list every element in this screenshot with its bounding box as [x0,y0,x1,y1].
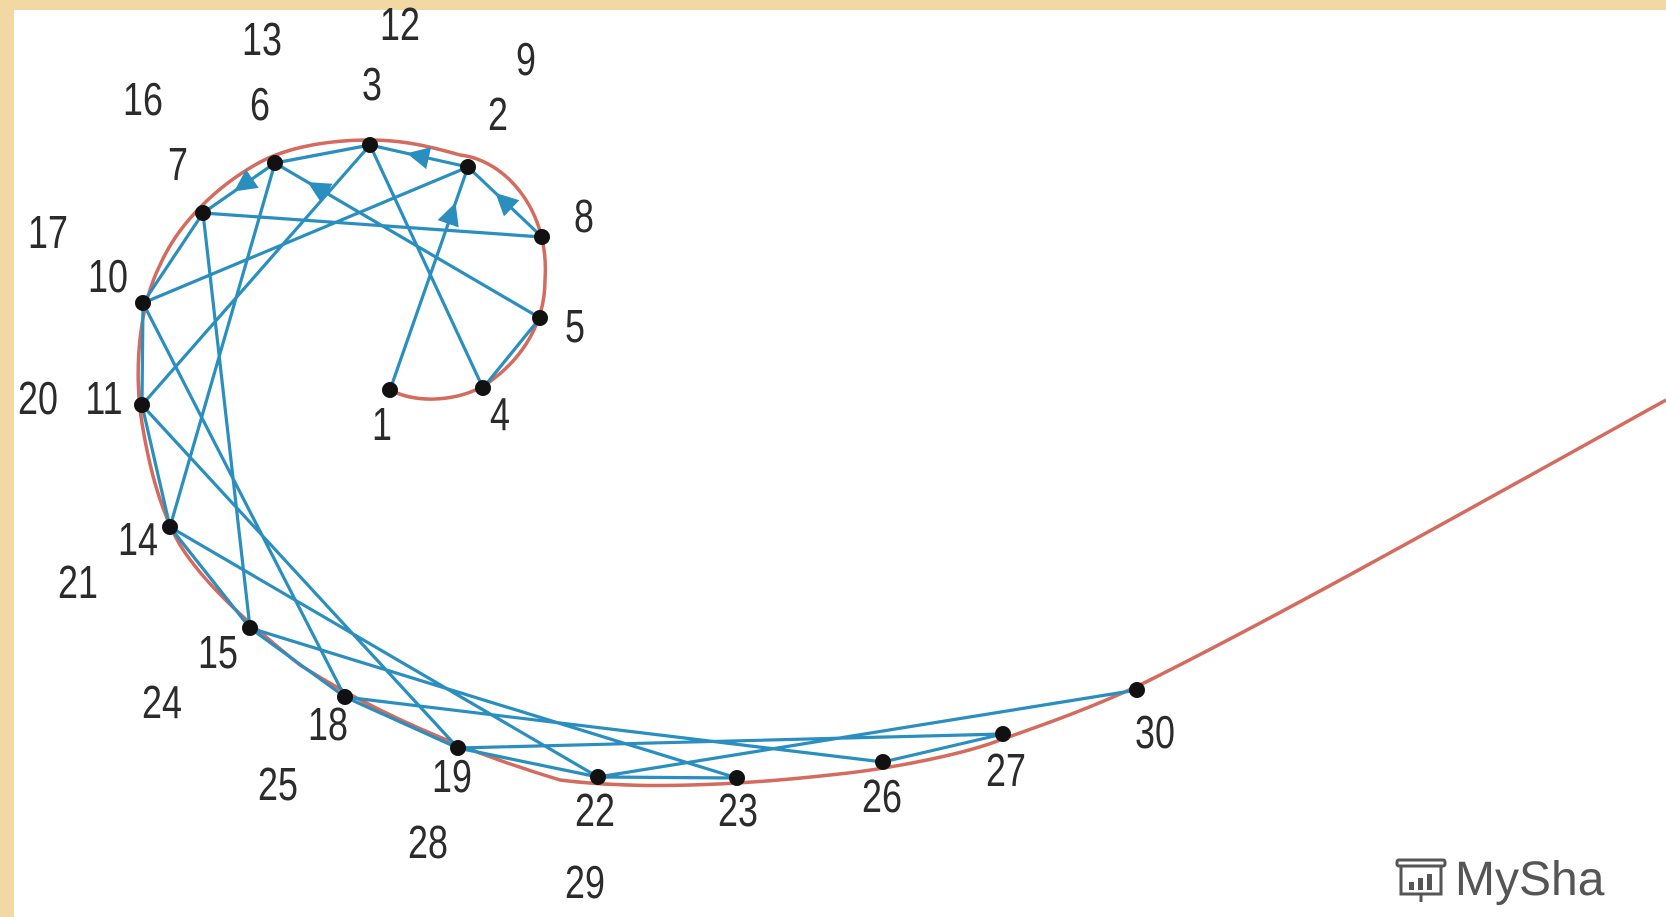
chord-15-16 [201,211,252,630]
chord-18-19 [343,695,460,750]
chord-2-3 [406,147,470,170]
label-13: 13 [242,14,282,65]
label-23: 23 [718,785,758,836]
label-4: 4 [490,389,510,440]
point-23 [729,770,745,786]
chord-24-25 [248,626,347,699]
spiral-points [134,137,1145,786]
label-20: 20 [18,373,58,424]
chord-1-2 [388,202,459,392]
chord-17-18 [141,301,347,699]
chord-lines [140,143,1139,780]
point-30 [1129,682,1145,698]
chord-22-23 [596,775,739,780]
label-22: 22 [575,785,615,836]
point-5 [532,310,548,326]
chord-29-30 [596,688,1139,779]
label-6: 6 [250,79,270,130]
label-10: 10 [88,251,128,302]
chord-19-20 [140,403,460,750]
chord-12-13 [273,143,372,165]
chord-10-11 [140,301,145,407]
point-7 [195,205,211,221]
point-26 [875,754,891,770]
label-15: 15 [198,627,238,678]
point-3 [362,137,378,153]
point-6 [267,155,283,171]
watermark-text: MySha [1455,853,1605,906]
label-2: 2 [488,89,508,140]
label-27: 27 [986,745,1026,796]
chord-25-26 [343,695,885,764]
point-18 [337,689,353,705]
label-29: 29 [565,857,605,908]
chord-8-9 [495,192,544,239]
chord-20-21 [140,403,172,529]
chord-21-22 [168,525,600,779]
point-1 [382,382,398,398]
chord-28-29 [456,746,600,779]
spiral-curve [136,138,1666,788]
label-1: 1 [372,399,392,450]
label-24: 24 [142,677,182,728]
label-30: 30 [1135,707,1175,758]
point-19 [450,740,466,756]
point-4 [475,380,491,396]
point-15 [242,620,258,636]
label-5: 5 [565,301,585,352]
label-7: 7 [168,139,188,190]
chord-27-28 [456,732,1005,750]
chord-11-12 [140,143,372,407]
watermark: MySha [1395,852,1604,907]
label-16: 16 [123,74,163,125]
chord-13-14 [168,161,277,529]
label-25: 25 [258,759,298,810]
point-11 [134,397,150,413]
label-17: 17 [28,207,68,258]
point-22 [590,769,606,785]
point-27 [995,726,1011,742]
point-2 [460,159,476,175]
label-9: 9 [516,34,536,85]
label-12: 12 [380,0,420,50]
chord-26-27 [881,732,1005,764]
chord-14-15 [168,525,252,630]
chord-23-24 [248,626,739,780]
chord-4-5 [481,316,542,390]
label-3: 3 [362,59,382,110]
point-10 [135,295,151,311]
label-11: 11 [85,373,122,424]
chord-9-10 [141,165,470,305]
chord-5-6 [307,181,542,320]
presentation-chart-icon [1395,858,1447,902]
label-8: 8 [574,191,594,242]
chord-3-4 [368,143,485,390]
label-18: 18 [308,699,348,750]
label-28: 28 [408,817,448,868]
label-21: 21 [58,557,98,608]
label-19: 19 [432,751,472,802]
label-26: 26 [862,771,902,822]
point-14 [162,519,178,535]
chord-16-17 [141,211,205,305]
point-8 [534,229,550,245]
label-14: 14 [118,514,158,565]
